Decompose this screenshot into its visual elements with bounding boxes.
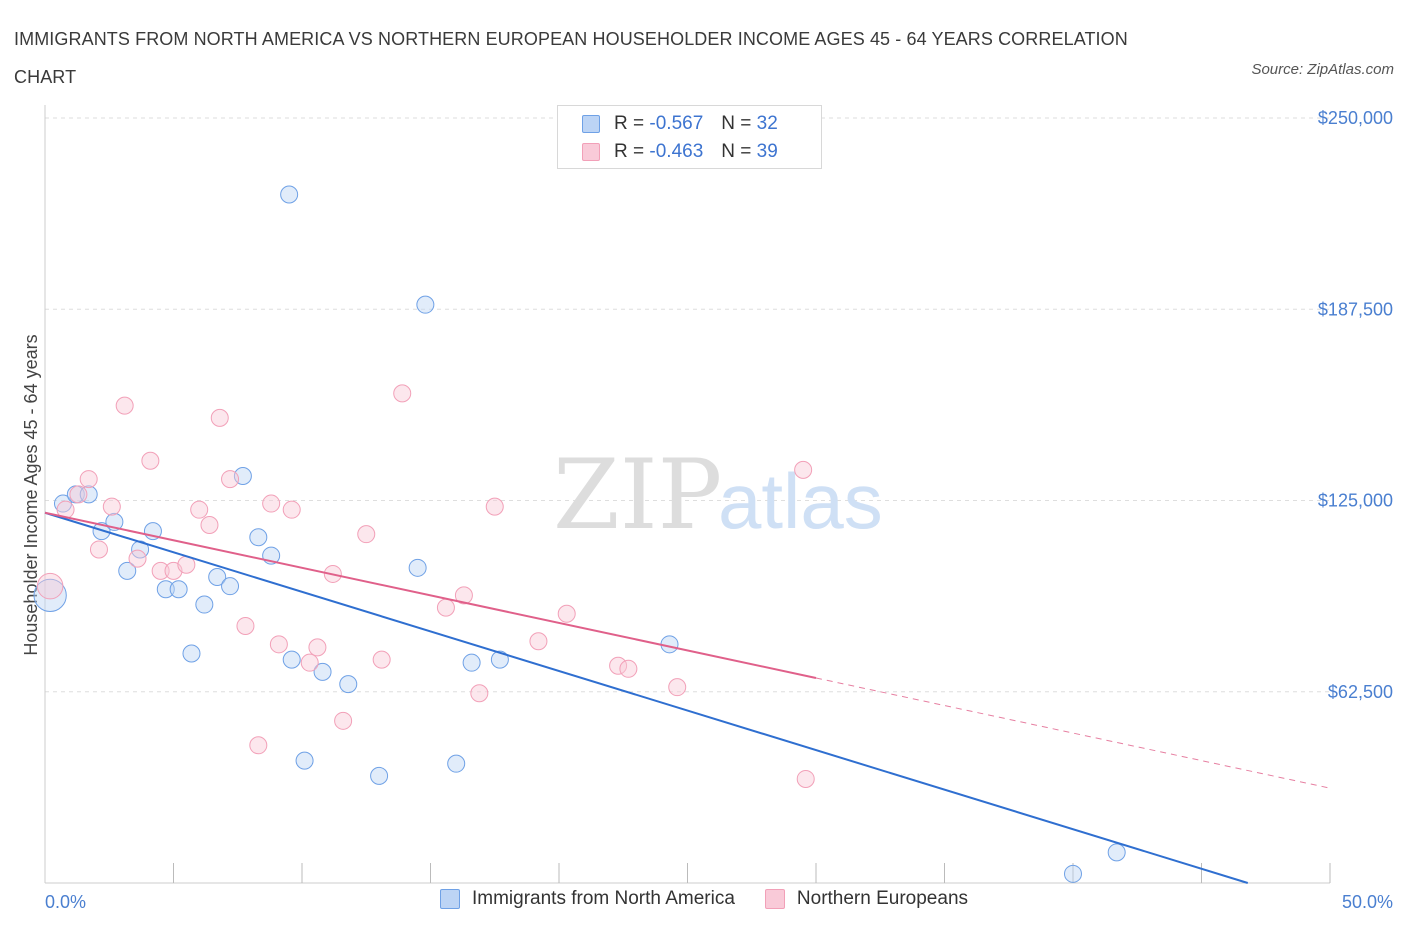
point-north-america[interactable] bbox=[195, 595, 214, 614]
point-northern-europeans[interactable] bbox=[300, 653, 319, 672]
legend-row-northern-europeans: R = -0.463 N = 39 bbox=[582, 139, 778, 165]
point-north-america[interactable] bbox=[221, 577, 240, 596]
point-northern-europeans[interactable] bbox=[393, 384, 412, 403]
point-north-america[interactable] bbox=[313, 662, 332, 681]
x-tick-max: 50.0% bbox=[1342, 892, 1393, 912]
watermark-atlas: atlas bbox=[718, 457, 883, 545]
point-northern-europeans[interactable] bbox=[89, 540, 108, 559]
point-northern-europeans[interactable] bbox=[796, 769, 815, 788]
point-north-america[interactable] bbox=[1107, 843, 1126, 862]
x-tick-min: 0.0% bbox=[45, 892, 86, 912]
legend-row-north-america: R = -0.567 N = 32 bbox=[582, 111, 778, 137]
point-northern-europeans[interactable] bbox=[470, 684, 489, 703]
legend-n-value: 39 bbox=[756, 141, 778, 162]
y-tick-label: $125,000 bbox=[1318, 491, 1393, 511]
point-north-america[interactable] bbox=[1064, 864, 1082, 883]
legend-r-label: R = bbox=[614, 113, 645, 134]
y-axis-label: Householder Income Ages 45 - 64 years bbox=[21, 334, 41, 655]
legend-n-label: N = bbox=[721, 141, 752, 162]
point-northern-europeans[interactable] bbox=[269, 635, 288, 654]
point-northern-europeans[interactable] bbox=[529, 632, 548, 651]
point-north-america[interactable] bbox=[182, 644, 201, 663]
point-north-america[interactable] bbox=[208, 568, 227, 586]
point-northern-europeans[interactable] bbox=[79, 470, 98, 489]
point-north-america[interactable] bbox=[447, 754, 466, 773]
trend-line-extension bbox=[815, 677, 1331, 789]
point-northern-europeans[interactable] bbox=[262, 494, 281, 513]
point-northern-europeans[interactable] bbox=[141, 451, 160, 470]
y-tick-label: $62,500 bbox=[1328, 682, 1393, 702]
series-legend: Immigrants from North America Northern E… bbox=[440, 888, 998, 910]
point-northern-europeans[interactable] bbox=[334, 711, 353, 730]
point-northern-europeans[interactable] bbox=[102, 497, 121, 516]
point-north-america[interactable] bbox=[79, 485, 98, 504]
point-northern-europeans[interactable] bbox=[557, 604, 576, 623]
point-northern-europeans[interactable] bbox=[190, 500, 209, 519]
source-label: Source: ZipAtlas.com bbox=[1251, 61, 1394, 78]
point-northern-europeans[interactable] bbox=[372, 650, 391, 669]
legend-label: Northern Europeans bbox=[796, 888, 969, 909]
point-northern-europeans[interactable] bbox=[128, 549, 147, 568]
point-northern-europeans[interactable] bbox=[357, 525, 376, 544]
y-tick-label: $250,000 bbox=[1318, 108, 1393, 128]
gridlines bbox=[45, 117, 1330, 693]
point-north-america[interactable] bbox=[370, 766, 389, 785]
point-north-america[interactable] bbox=[280, 185, 299, 204]
point-northern-europeans[interactable] bbox=[485, 497, 504, 516]
point-north-america[interactable] bbox=[339, 675, 358, 694]
point-northern-europeans[interactable] bbox=[308, 638, 327, 657]
y-tick-labels: $62,500 $125,000 $187,500 $250,000 bbox=[1318, 108, 1393, 702]
point-northern-europeans[interactable] bbox=[151, 561, 170, 580]
point-north-america[interactable] bbox=[249, 528, 268, 547]
legend-item-north-america[interactable]: Immigrants from North America bbox=[440, 888, 735, 910]
point-north-america[interactable] bbox=[490, 650, 509, 669]
point-northern-europeans[interactable] bbox=[236, 616, 255, 635]
legend-r-value: -0.463 bbox=[649, 141, 704, 162]
point-northern-europeans[interactable] bbox=[436, 598, 455, 617]
legend-item-northern-europeans[interactable]: Northern Europeans bbox=[764, 888, 969, 910]
point-north-america[interactable] bbox=[282, 650, 301, 669]
point-north-america[interactable] bbox=[169, 580, 188, 599]
axes bbox=[44, 105, 1331, 884]
y-tick-label: $187,500 bbox=[1318, 299, 1393, 319]
legend-n-label: N = bbox=[721, 113, 752, 134]
swatch-pink-icon bbox=[764, 889, 785, 909]
point-north-america[interactable] bbox=[408, 558, 427, 577]
point-northern-europeans[interactable] bbox=[249, 736, 268, 755]
point-northern-europeans[interactable] bbox=[619, 659, 638, 678]
point-north-america[interactable] bbox=[156, 580, 175, 599]
stats-legend: R = -0.567 N = 32 R = -0.463 N = 39 bbox=[557, 105, 822, 169]
point-north-america[interactable] bbox=[416, 295, 435, 314]
swatch-blue-icon bbox=[440, 889, 460, 909]
legend-r-label: R = bbox=[614, 141, 645, 162]
watermark: ZIP atlas bbox=[553, 439, 883, 551]
swatch-pink-icon bbox=[582, 143, 600, 161]
point-north-america[interactable] bbox=[462, 653, 481, 672]
point-northern-europeans[interactable] bbox=[69, 485, 88, 504]
point-north-america[interactable] bbox=[33, 578, 67, 613]
trend-lines bbox=[44, 511, 1331, 884]
point-northern-europeans[interactable] bbox=[668, 678, 687, 697]
legend-r-value: -0.567 bbox=[649, 113, 704, 134]
watermark-zip: ZIP bbox=[553, 439, 722, 551]
point-northern-europeans[interactable] bbox=[200, 515, 219, 534]
point-northern-europeans[interactable] bbox=[282, 500, 301, 519]
point-northern-europeans[interactable] bbox=[210, 408, 229, 427]
legend-label: Immigrants from North America bbox=[472, 888, 735, 909]
point-northern-europeans[interactable] bbox=[609, 656, 628, 675]
point-northern-europeans[interactable] bbox=[115, 396, 134, 415]
legend-n-value: 32 bbox=[756, 113, 778, 134]
trend-line-north-america bbox=[44, 511, 1249, 884]
swatch-blue-icon bbox=[582, 115, 600, 133]
point-northern-europeans[interactable] bbox=[794, 460, 813, 479]
chart-title: IMMIGRANTS FROM NORTH AMERICA VS NORTHER… bbox=[14, 29, 1128, 87]
point-north-america[interactable] bbox=[118, 561, 137, 580]
trend-line-northern-europeans bbox=[44, 511, 817, 679]
point-northern-europeans[interactable] bbox=[454, 586, 473, 605]
point-north-america[interactable] bbox=[295, 751, 314, 770]
point-northern-europeans[interactable] bbox=[221, 470, 240, 489]
point-northern-europeans[interactable] bbox=[36, 572, 64, 600]
